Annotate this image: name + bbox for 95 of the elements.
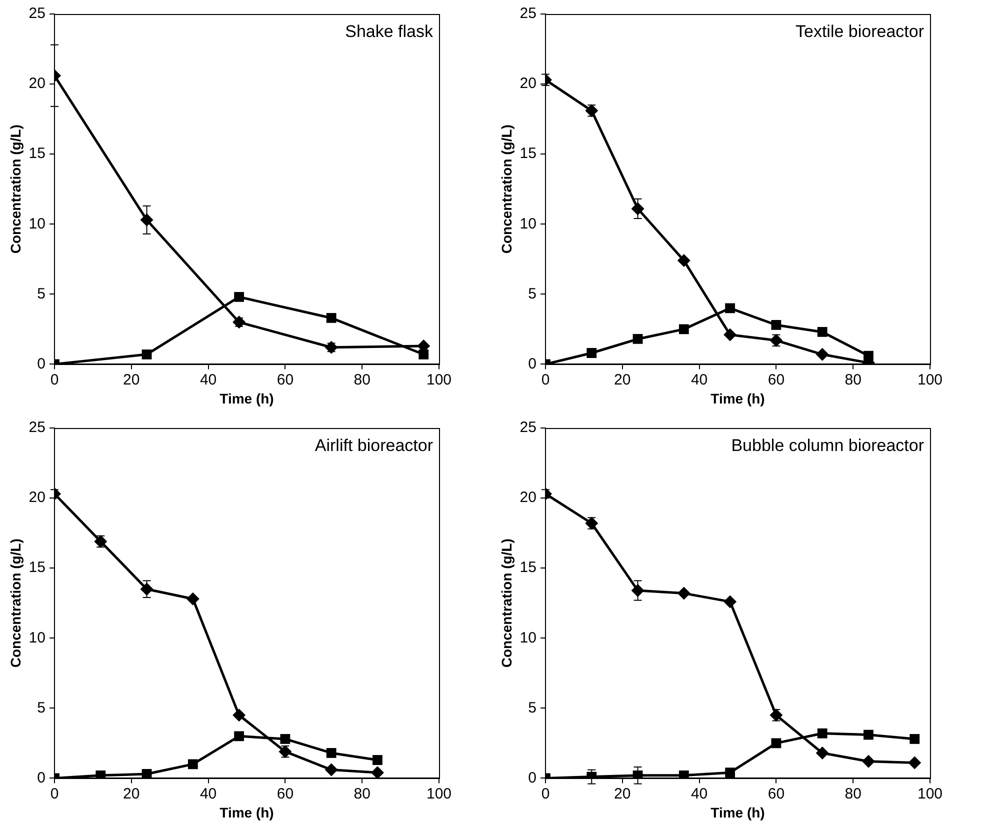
y-tick-label: 0 [37,769,46,786]
point [280,734,290,744]
y-tick-label: 5 [528,699,536,716]
x-axis-title: Time (h) [710,804,765,820]
point [234,731,244,742]
x-tick-label: 0 [541,371,550,388]
x-tick-label: 100 [917,785,943,802]
point [724,328,737,342]
x-tick-label: 40 [690,785,708,802]
point [862,754,875,768]
y-tick-label: 0 [528,769,536,786]
x-tick-label: 20 [123,371,140,388]
text: Textile bioreactor [795,22,924,42]
point [725,768,735,778]
y-tick-label: 15 [28,145,46,162]
point [816,348,829,361]
x-tick-label: 80 [844,785,862,802]
x-tick-label: 20 [123,785,140,802]
y-tick-label: 15 [520,145,536,162]
y-tick-label: 15 [28,559,46,576]
y-tick-label: 25 [520,419,536,436]
y-tick-label: 10 [520,629,536,646]
y-tick-label: 0 [528,355,536,372]
point [370,766,384,778]
point [677,254,690,268]
x-tick-label: 0 [50,371,59,388]
point [324,763,338,776]
point [372,755,382,765]
x-tick-label: 100 [917,371,943,388]
y-tick-label: 10 [28,629,46,646]
point [771,320,782,330]
point [677,586,690,600]
y-axis-title: Concentration (g/L) [498,538,514,668]
y-tick-label: 25 [28,419,46,436]
y-tick-label: 20 [28,489,46,506]
point [234,292,244,302]
y-tick-label: 15 [520,559,536,576]
x-tick-label: 40 [690,371,708,388]
point [817,327,828,337]
point [586,348,597,358]
y-tick-label: 20 [28,75,46,92]
point [418,349,429,360]
x-axis-title: Time (h) [220,804,274,820]
y-tick-label: 5 [37,699,46,716]
x-tick-label: 40 [200,371,217,388]
x-tick-label: 20 [614,371,631,388]
x-axis-title: Time (h) [710,390,765,406]
x-tick-label: 0 [50,785,59,802]
point [326,313,336,323]
point [96,770,106,778]
y-tick-label: 10 [28,215,46,232]
point [678,770,689,778]
text: Airlift bioreactor [314,436,434,456]
x-tick-label: 100 [426,371,452,388]
point [908,756,922,770]
point [326,748,336,758]
y-tick-label: 20 [520,75,536,92]
x-tick-label: 20 [614,785,631,802]
point [725,303,735,314]
y-tick-label: 25 [520,5,536,22]
point [771,738,782,748]
point [142,349,152,360]
x-tick-label: 60 [768,371,785,388]
y-axis-title: Concentration (g/L) [7,124,24,254]
x-tick-label: 40 [200,785,217,802]
y-axis-title: Concentration (g/L) [7,538,24,668]
text: Bubble column bioreactor [731,436,924,456]
y-tick-label: 25 [28,5,46,22]
point [232,708,246,722]
x-tick-label: 0 [541,785,550,802]
point [817,728,828,738]
point [188,759,198,770]
y-tick-label: 0 [37,355,46,372]
x-tick-label: 80 [354,371,370,388]
x-tick-label: 60 [276,371,294,388]
x-tick-label: 80 [354,785,370,802]
point [864,730,874,740]
point [910,734,920,744]
y-tick-label: 5 [528,285,536,302]
x-tick-label: 60 [276,785,294,802]
point [816,746,829,760]
x-tick-label: 100 [426,785,452,802]
y-axis-title: Concentration (g/L) [498,124,514,254]
text: Shake flask [345,22,434,42]
point [186,592,200,606]
y-tick-label: 5 [37,285,46,302]
point [724,595,737,608]
x-tick-label: 60 [768,785,785,802]
x-tick-label: 80 [844,371,862,388]
point [678,324,689,334]
point [142,769,152,778]
y-tick-label: 10 [520,215,536,232]
y-tick-label: 20 [520,489,536,506]
x-axis-title: Time (h) [220,390,274,406]
point [632,334,643,344]
